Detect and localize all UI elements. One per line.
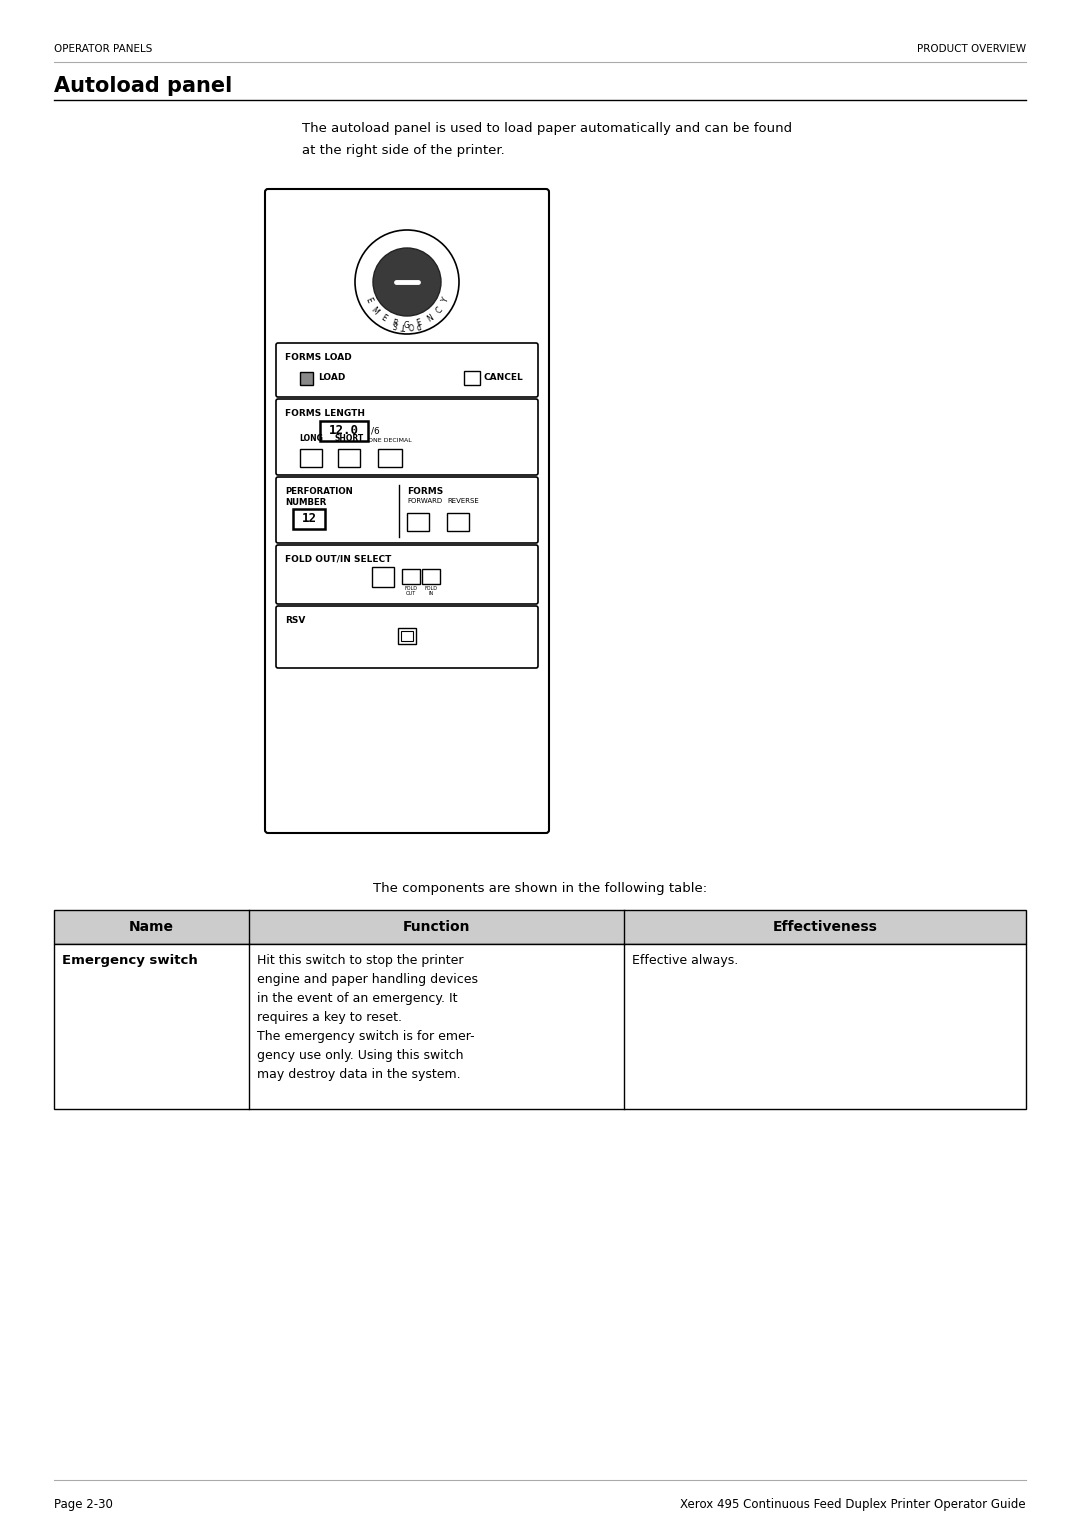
Text: E: E <box>363 296 373 304</box>
FancyBboxPatch shape <box>276 399 538 475</box>
Bar <box>464 371 480 385</box>
Bar <box>338 449 360 467</box>
Text: may destroy data in the system.: may destroy data in the system. <box>257 1067 461 1081</box>
FancyBboxPatch shape <box>276 606 538 667</box>
Text: RSV: RSV <box>285 615 306 625</box>
Text: P: P <box>415 319 421 328</box>
Bar <box>401 631 413 641</box>
Text: E: E <box>379 313 389 324</box>
Text: G: G <box>404 321 410 330</box>
Bar <box>300 449 322 467</box>
Text: The components are shown in the following table:: The components are shown in the followin… <box>373 883 707 895</box>
Bar <box>54 944 1026 1109</box>
Text: Y: Y <box>441 296 451 304</box>
Text: S: S <box>392 319 400 328</box>
Text: in the event of an emergency. It: in the event of an emergency. It <box>257 993 458 1005</box>
Text: engine and paper handling devices: engine and paper handling devices <box>257 973 478 986</box>
Text: FORMS LOAD: FORMS LOAD <box>285 353 352 362</box>
Bar <box>300 373 313 385</box>
Circle shape <box>373 247 441 316</box>
FancyBboxPatch shape <box>276 344 538 397</box>
Text: requires a key to reset.: requires a key to reset. <box>257 1011 402 1025</box>
Circle shape <box>355 231 459 334</box>
Bar <box>372 567 394 586</box>
Text: gency use only. Using this switch: gency use only. Using this switch <box>257 1049 463 1061</box>
FancyBboxPatch shape <box>276 545 538 605</box>
Text: /6: /6 <box>372 426 380 435</box>
Text: NUMBER: NUMBER <box>285 498 326 507</box>
Text: C: C <box>434 305 445 315</box>
Bar <box>293 508 325 528</box>
Text: O: O <box>407 321 414 330</box>
Bar <box>399 628 416 644</box>
Text: Emergency switch: Emergency switch <box>62 954 198 967</box>
Bar <box>320 421 368 441</box>
Bar <box>402 570 420 583</box>
Bar <box>447 513 469 531</box>
Text: FORMS LENGTH: FORMS LENGTH <box>285 409 365 418</box>
Text: Autoload panel: Autoload panel <box>54 76 232 96</box>
Text: Hit this switch to stop the printer: Hit this switch to stop the printer <box>257 954 463 967</box>
Text: The emergency switch is for emer-: The emergency switch is for emer- <box>257 1031 474 1043</box>
Text: FOLD
OUT: FOLD OUT <box>405 586 418 597</box>
Text: Xerox 495 Continuous Feed Duplex Printer Operator Guide: Xerox 495 Continuous Feed Duplex Printer… <box>680 1498 1026 1512</box>
Text: FORWARD: FORWARD <box>407 498 443 504</box>
Text: PRODUCT OVERVIEW: PRODUCT OVERVIEW <box>917 44 1026 53</box>
Text: CANCEL: CANCEL <box>484 374 524 382</box>
Text: N: N <box>426 313 435 324</box>
Text: FORMS: FORMS <box>407 487 444 496</box>
FancyBboxPatch shape <box>276 476 538 544</box>
Text: The autoload panel is used to load paper automatically and can be found: The autoload panel is used to load paper… <box>302 122 792 134</box>
Text: PERFORATION: PERFORATION <box>285 487 353 496</box>
Text: LONG: LONG <box>299 434 323 443</box>
Text: Function: Function <box>403 919 470 935</box>
Bar <box>422 570 440 583</box>
Text: Effectiveness: Effectiveness <box>772 919 877 935</box>
Bar <box>407 513 429 531</box>
Text: T: T <box>401 321 406 330</box>
Bar <box>378 449 402 467</box>
Text: SHORT: SHORT <box>335 434 364 443</box>
Text: ONE DECIMAL: ONE DECIMAL <box>368 438 411 443</box>
Text: R: R <box>391 318 399 328</box>
Text: 12.0: 12.0 <box>329 425 359 438</box>
FancyBboxPatch shape <box>265 189 549 834</box>
Text: Name: Name <box>129 919 174 935</box>
Text: 12: 12 <box>301 513 316 525</box>
Text: Effective always.: Effective always. <box>632 954 739 967</box>
Text: Page 2-30: Page 2-30 <box>54 1498 113 1512</box>
Text: FOLD OUT/IN SELECT: FOLD OUT/IN SELECT <box>285 554 391 563</box>
Text: E: E <box>416 318 422 328</box>
Text: M: M <box>369 305 380 316</box>
Text: at the right side of the printer.: at the right side of the printer. <box>302 144 504 157</box>
Bar <box>54 910 1026 944</box>
Text: OPERATOR PANELS: OPERATOR PANELS <box>54 44 152 53</box>
Text: FOLD
IN: FOLD IN <box>424 586 437 597</box>
Text: REVERSE: REVERSE <box>447 498 480 504</box>
Text: LOAD: LOAD <box>318 374 346 382</box>
